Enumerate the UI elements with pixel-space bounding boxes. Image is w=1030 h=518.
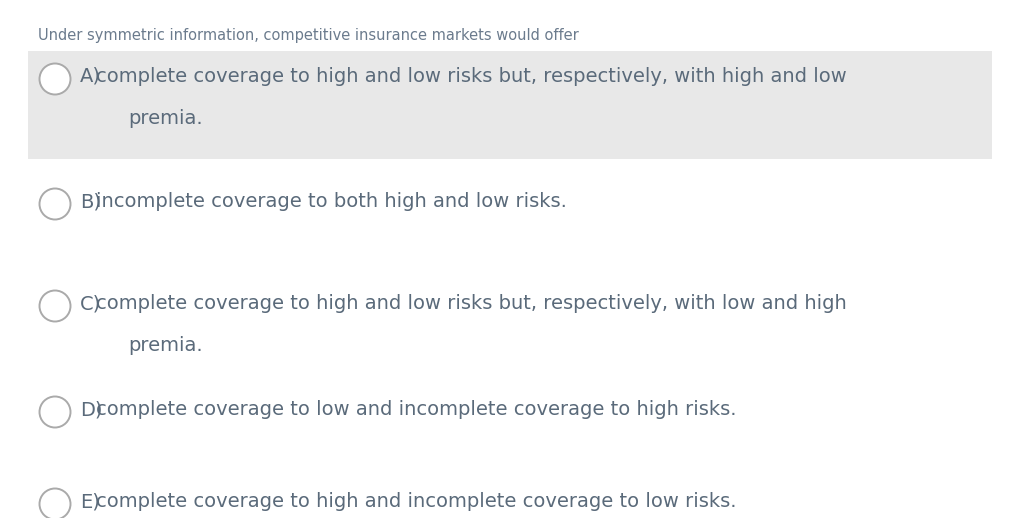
Text: complete coverage to high and low risks but, respectively, with low and high: complete coverage to high and low risks … (96, 294, 847, 313)
Text: premia.: premia. (128, 336, 203, 355)
Text: Under symmetric information, competitive insurance markets would offer: Under symmetric information, competitive… (38, 28, 579, 43)
Text: E): E) (80, 492, 100, 511)
Text: incomplete coverage to both high and low risks.: incomplete coverage to both high and low… (96, 192, 567, 211)
Text: D): D) (80, 400, 103, 419)
Text: B): B) (80, 192, 101, 211)
Circle shape (39, 189, 70, 220)
Circle shape (39, 488, 70, 518)
Circle shape (39, 64, 70, 94)
Circle shape (39, 396, 70, 427)
Text: premia.: premia. (128, 109, 203, 128)
Text: C): C) (80, 294, 101, 313)
Circle shape (39, 291, 70, 322)
Text: complete coverage to low and incomplete coverage to high risks.: complete coverage to low and incomplete … (96, 400, 736, 419)
FancyBboxPatch shape (28, 51, 992, 159)
Text: complete coverage to high and low risks but, respectively, with high and low: complete coverage to high and low risks … (96, 67, 847, 86)
Text: complete coverage to high and incomplete coverage to low risks.: complete coverage to high and incomplete… (96, 492, 736, 511)
Text: A): A) (80, 67, 101, 86)
